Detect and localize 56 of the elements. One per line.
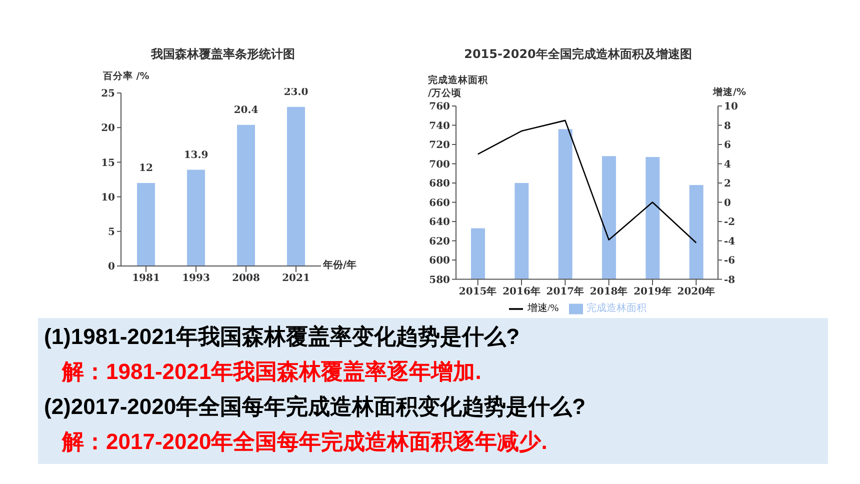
y-tick-label: 660 — [429, 198, 450, 209]
bar — [287, 106, 305, 266]
y-tick-label: 740 — [429, 120, 450, 132]
x-axis-title: 年份/年 — [323, 258, 357, 272]
x-tick-label: 2015年 — [458, 285, 497, 298]
y-axis-title: 完成造林面积 /万公顷 — [428, 74, 488, 100]
data-label: 12 — [139, 162, 153, 174]
bar — [137, 182, 155, 266]
line-series — [477, 120, 697, 244]
legend-label: 增速/% — [527, 303, 559, 314]
x-tick-label: 2021 — [282, 273, 310, 284]
bar — [187, 170, 205, 266]
y2-tick-label: 0 — [724, 198, 731, 209]
y-axis-title: 百分率 /% — [103, 70, 150, 83]
y2-tick-label: -4 — [724, 236, 736, 248]
y2-tick-label: 10 — [724, 102, 738, 113]
y-tick-label: 5 — [108, 226, 116, 238]
y-tick-label: 720 — [429, 140, 450, 152]
legend-label: 完成造林面积 — [586, 303, 647, 314]
x-tick-label: 2017年 — [546, 285, 584, 298]
bar — [237, 124, 255, 266]
y2-tick-label: 4 — [724, 159, 731, 170]
chart-title: 2015-2020年全国完成造林面积及增速图 — [463, 46, 693, 63]
y-tick-label: 620 — [429, 236, 450, 248]
y-tick-label: 600 — [429, 256, 450, 267]
x-tick-label: 2008 — [232, 273, 260, 284]
chart-title: 我国森林覆盖率条形统计图 — [150, 46, 296, 63]
data-label: 13.9 — [184, 150, 208, 161]
x-tick-label: 2018年 — [590, 285, 628, 298]
y2-tick-label: -8 — [724, 274, 736, 286]
y-tick-label: 700 — [429, 159, 450, 170]
y-tick-label: 15 — [101, 158, 116, 169]
text: 解：1981-2021年我国森林覆盖率逐年增加. — [62, 358, 482, 386]
x-tick-label: 2020年 — [677, 285, 716, 298]
y2-tick-label: 2 — [724, 178, 731, 190]
text: (2)2017-2020年全国每年完成造林面积变化趋势是什么? — [44, 393, 586, 421]
y-tick-label: 10 — [101, 192, 116, 204]
y-tick-label: 20 — [101, 123, 116, 134]
x-tick-label: 2016年 — [502, 285, 540, 298]
y2-axis-title: 增速/% — [713, 86, 746, 99]
y2-tick-label: 6 — [724, 140, 731, 152]
y-tick-label: 0 — [108, 262, 116, 273]
y2-tick-label: -2 — [724, 217, 736, 228]
y2-tick-label: 8 — [724, 120, 731, 132]
data-label: 20.4 — [234, 104, 258, 116]
text: 解：2017-2020年全国每年完成造林面积逐年减少. — [62, 428, 548, 456]
y-tick-label: 580 — [429, 274, 450, 286]
x-tick-label: 1981 — [132, 273, 160, 284]
text: (1)1981-2021年我国森林覆盖率变化趋势是什么? — [44, 323, 520, 351]
y-tick-label: 640 — [429, 217, 450, 228]
x-tick-label: 1993 — [182, 273, 210, 284]
y2-tick-label: -6 — [724, 256, 736, 267]
y-tick-label: 680 — [429, 178, 450, 190]
y-tick-label: 760 — [429, 102, 450, 113]
y-tick-label: 25 — [101, 88, 116, 100]
x-tick-label: 2019年 — [634, 285, 672, 298]
